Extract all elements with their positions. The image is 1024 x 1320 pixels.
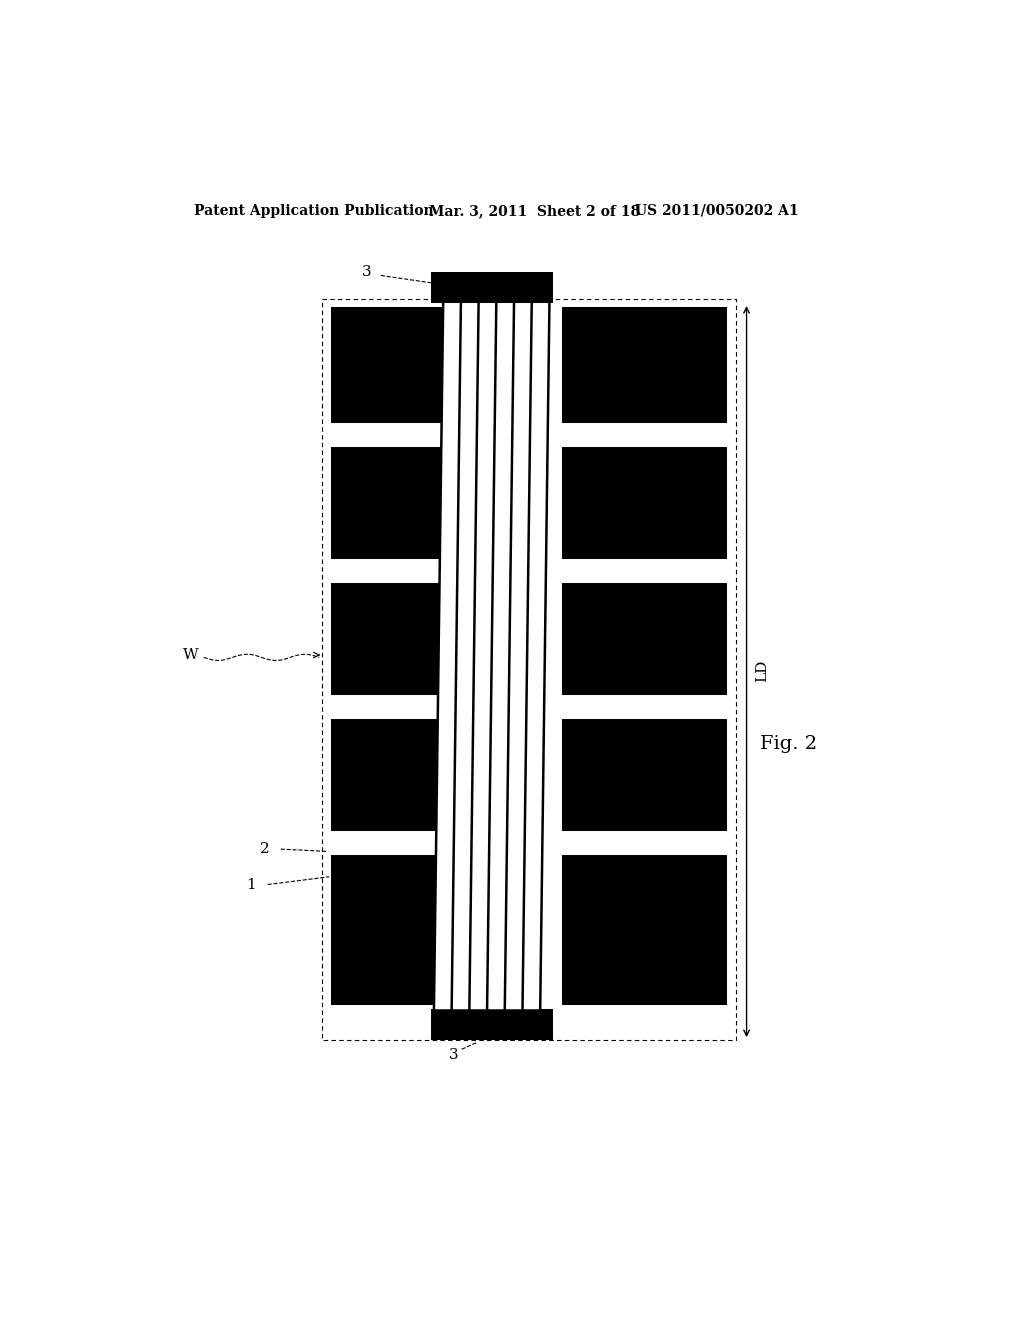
Bar [431,1010,553,1040]
Bar [331,855,477,1006]
Text: 1: 1 [247,878,256,891]
Text: Patent Application Publication: Patent Application Publication [194,203,433,218]
Bar [331,719,477,830]
Bar [562,583,727,696]
Bar [331,583,477,696]
Text: 2: 2 [260,842,270,857]
Bar [562,855,727,1006]
Text: LD: LD [755,660,769,682]
Bar [322,300,736,1040]
Bar [562,447,727,558]
Text: 3: 3 [362,265,372,280]
Polygon shape [434,304,550,1010]
Text: W: W [183,648,199,663]
Text: 3: 3 [450,1048,459,1063]
Text: US 2011/0050202 A1: US 2011/0050202 A1 [635,203,799,218]
Bar [562,719,727,830]
Bar [431,272,553,304]
Bar [331,447,477,558]
Text: Fig. 2: Fig. 2 [761,735,817,752]
Bar [331,308,477,422]
Text: Mar. 3, 2011  Sheet 2 of 18: Mar. 3, 2011 Sheet 2 of 18 [429,203,640,218]
Bar [562,308,727,422]
